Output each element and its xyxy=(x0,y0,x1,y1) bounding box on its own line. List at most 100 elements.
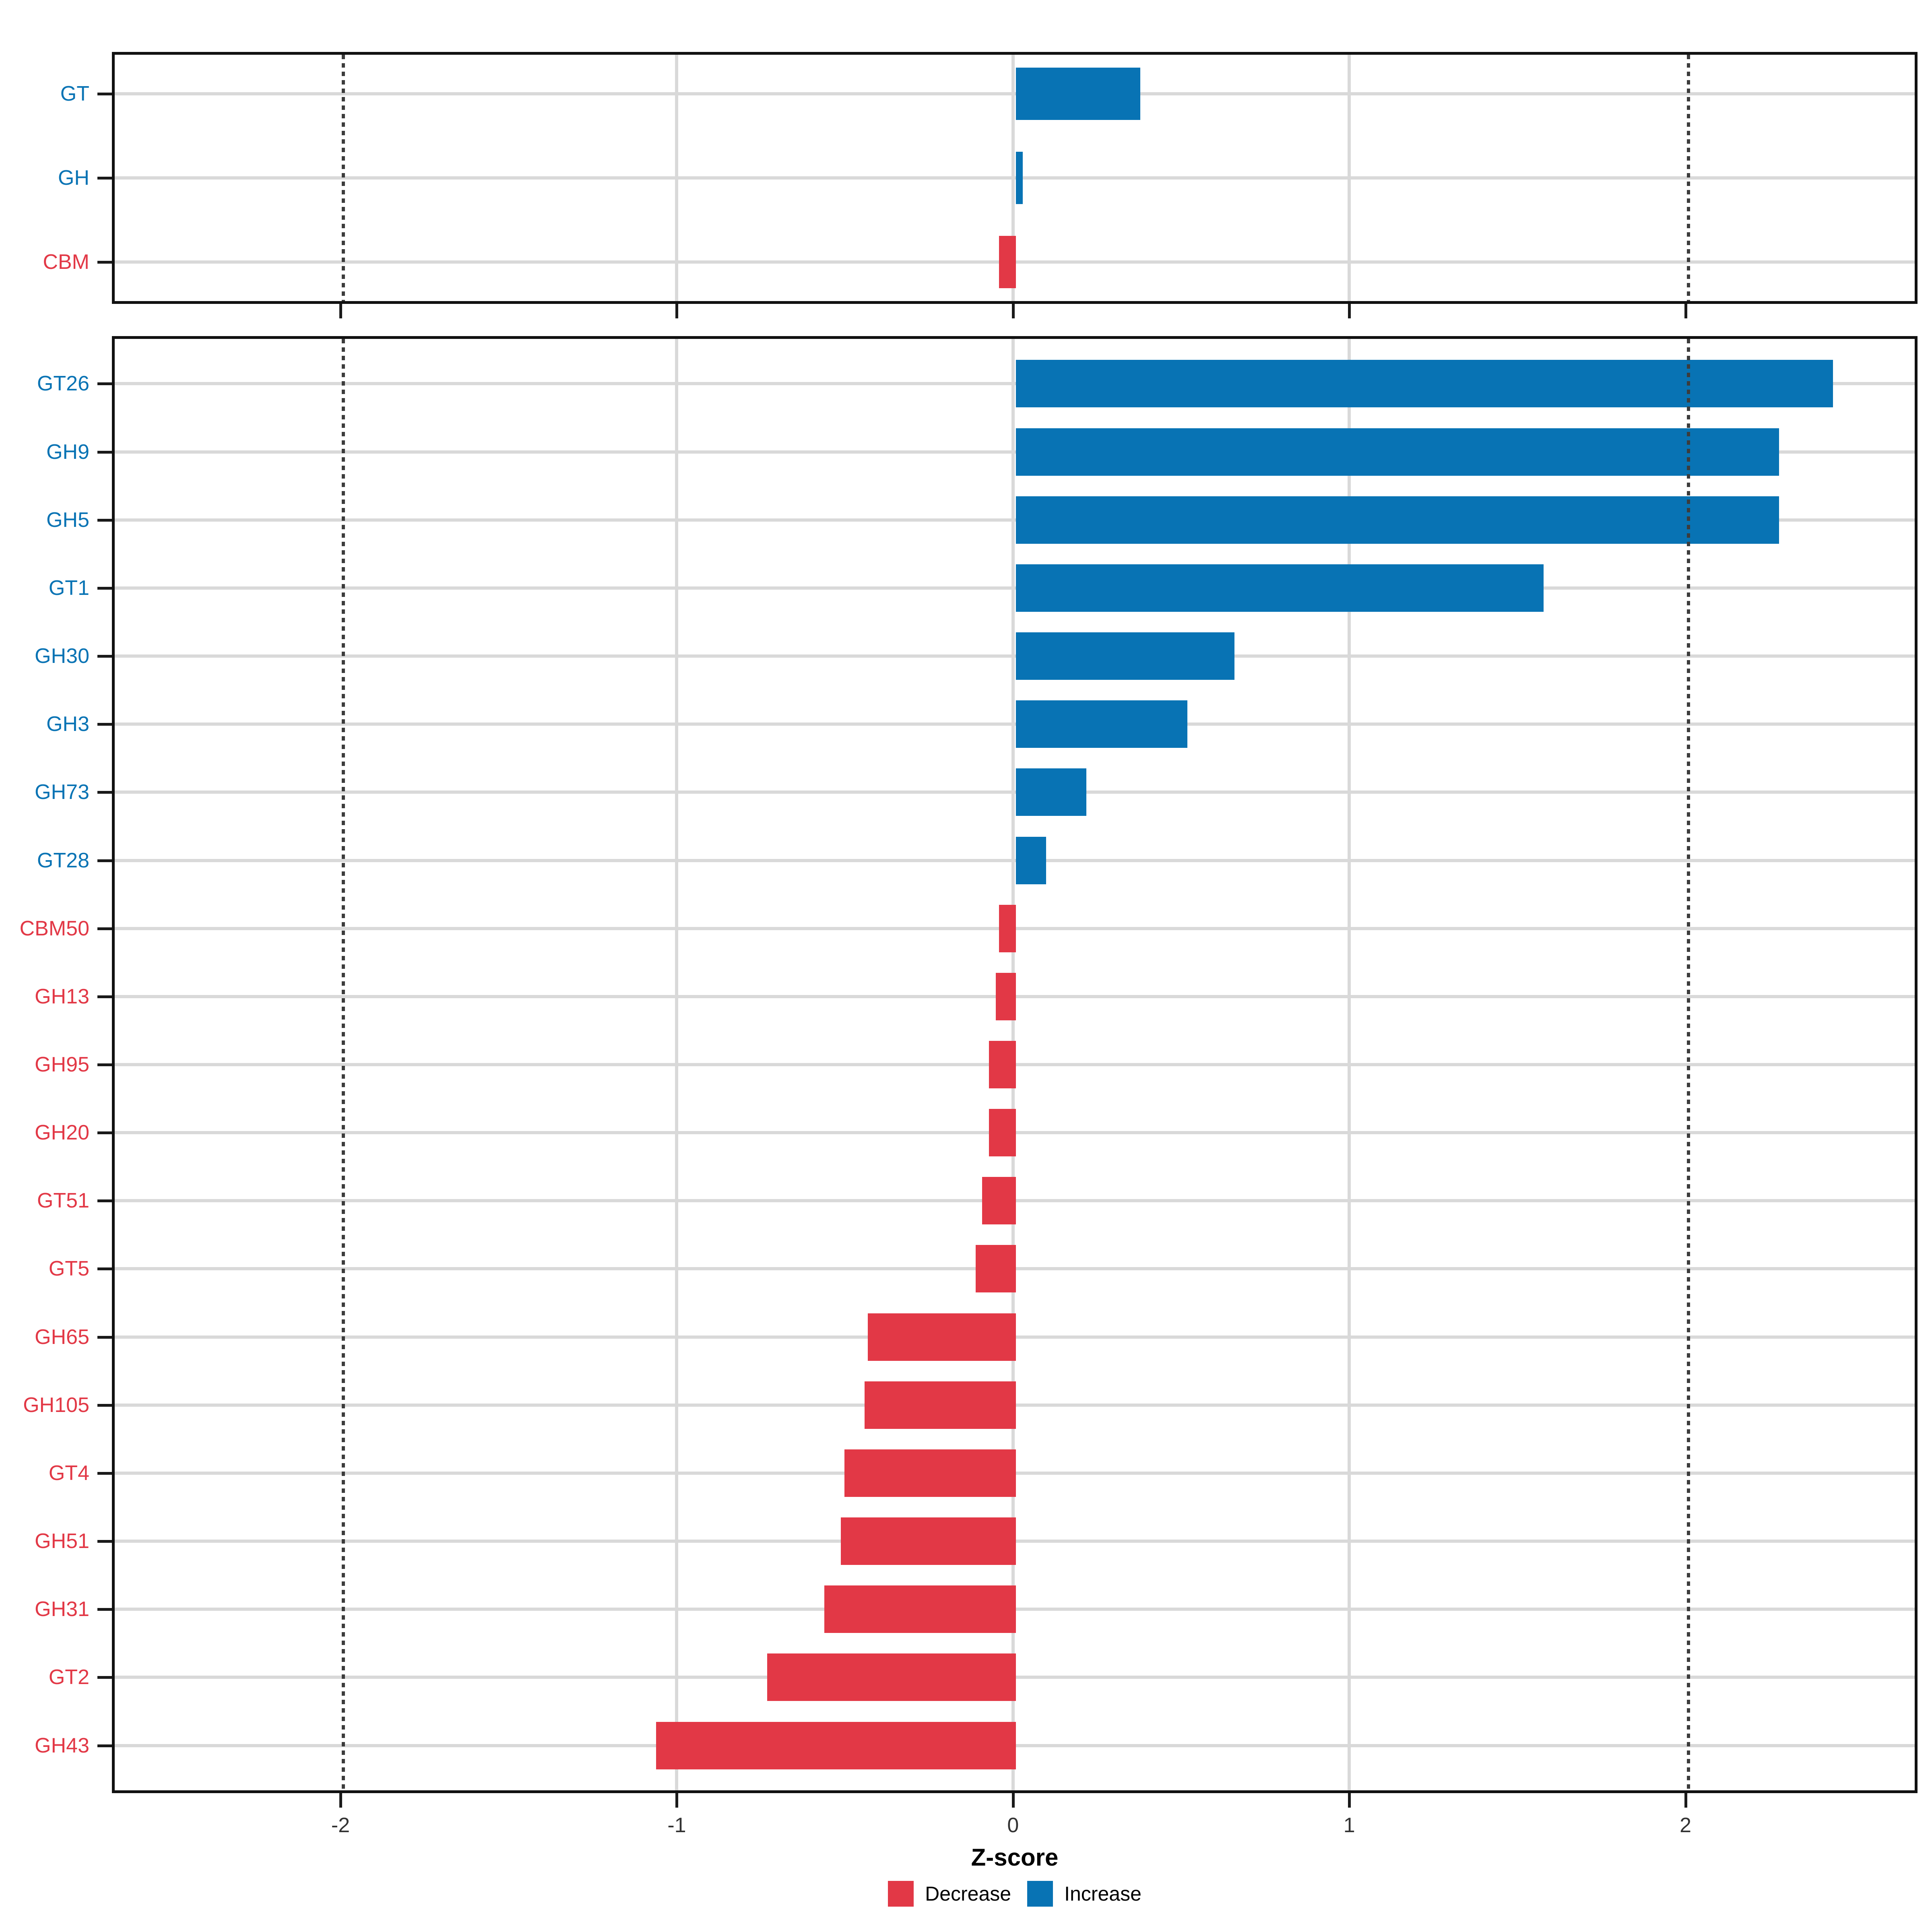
category-tick xyxy=(97,859,112,862)
category-tick xyxy=(97,1676,112,1679)
category-tick xyxy=(97,1540,112,1543)
x-tick-0 xyxy=(1011,304,1015,318)
category-tick xyxy=(97,1063,112,1066)
category-label-GH5: GH5 xyxy=(46,508,89,532)
legend-entry-increase: Increase xyxy=(1027,1881,1141,1907)
row-gridline xyxy=(115,176,1915,180)
category-label-GH31: GH31 xyxy=(35,1598,89,1621)
category-tick xyxy=(97,518,112,522)
bar-GH3 xyxy=(1016,700,1187,748)
category-label-GH73: GH73 xyxy=(35,780,89,804)
x-tick-0 xyxy=(1011,1793,1015,1808)
dashed-guide-x-2 xyxy=(1686,55,1690,301)
category-tick xyxy=(97,177,112,180)
category-tick xyxy=(97,1608,112,1611)
bar-GH9 xyxy=(1016,428,1779,476)
category-tick xyxy=(97,1744,112,1747)
bar-GH5 xyxy=(1016,496,1779,544)
bar-GH31 xyxy=(824,1585,1016,1633)
category-label-GT2: GT2 xyxy=(48,1666,89,1689)
category-label-GH9: GH9 xyxy=(46,440,89,464)
x-tick--1 xyxy=(675,1793,679,1808)
x-tick-1 xyxy=(1348,1793,1351,1808)
category-label-GH43: GH43 xyxy=(35,1734,89,1757)
dashed-guide-x--2 xyxy=(342,55,345,301)
bar-GH51 xyxy=(841,1517,1016,1565)
x-tick-2 xyxy=(1684,304,1687,318)
bar-GT xyxy=(1016,68,1140,120)
category-label-GT5: GT5 xyxy=(48,1257,89,1281)
category-label-GT51: GT51 xyxy=(37,1189,89,1213)
category-tick xyxy=(97,995,112,998)
category-label-GH: GH xyxy=(58,166,89,190)
bar-GT26 xyxy=(1016,360,1833,408)
bar-GH xyxy=(1016,152,1023,204)
bar-GH20 xyxy=(989,1109,1016,1157)
legend-key-decrease-swatch xyxy=(888,1881,914,1907)
category-tick xyxy=(97,1267,112,1271)
bar-GT51 xyxy=(982,1177,1016,1225)
category-label-GT: GT xyxy=(60,82,89,106)
legend-label-decrease: Decrease xyxy=(925,1882,1011,1905)
row-gridline xyxy=(115,722,1915,726)
bar-GH43 xyxy=(656,1721,1016,1769)
bar-CBM xyxy=(999,235,1016,288)
bar-CBM50 xyxy=(999,904,1016,952)
category-label-GT26: GT26 xyxy=(37,372,89,396)
row-gridline xyxy=(115,654,1915,658)
category-label-GH51: GH51 xyxy=(35,1530,89,1553)
category-tick xyxy=(97,1199,112,1203)
x-tick--2 xyxy=(339,304,343,318)
bar-GH105 xyxy=(864,1381,1016,1429)
bar-GH13 xyxy=(995,972,1016,1020)
top-panel xyxy=(112,52,1918,304)
x-tick-label-1: 1 xyxy=(1343,1814,1355,1837)
category-label-GT28: GT28 xyxy=(37,848,89,872)
category-tick xyxy=(97,927,112,930)
x-tick-label--1: -1 xyxy=(667,1814,686,1837)
category-label-GH20: GH20 xyxy=(35,1121,89,1145)
category-label-CBM: CBM xyxy=(43,250,89,274)
category-tick xyxy=(97,586,112,590)
category-label-GT1: GT1 xyxy=(48,576,89,600)
category-tick xyxy=(97,1335,112,1339)
category-label-GT4: GT4 xyxy=(48,1461,89,1485)
category-tick xyxy=(97,260,112,264)
dashed-guide-x-2 xyxy=(1686,339,1690,1790)
row-gridline xyxy=(115,586,1915,590)
legend: Decrease Increase xyxy=(112,1876,1918,1912)
x-tick--2 xyxy=(339,1793,343,1808)
category-tick xyxy=(97,382,112,386)
category-tick xyxy=(97,791,112,794)
category-tick xyxy=(97,655,112,658)
category-label-CBM50: CBM50 xyxy=(19,916,89,940)
category-label-GH65: GH65 xyxy=(35,1325,89,1349)
row-gridline xyxy=(115,791,1915,794)
x-tick-label-2: 2 xyxy=(1680,1814,1692,1837)
legend-label-increase: Increase xyxy=(1064,1882,1141,1905)
x-tick-2 xyxy=(1684,1793,1687,1808)
row-gridline xyxy=(115,450,1915,454)
x-tick-1 xyxy=(1348,304,1351,318)
row-gridline xyxy=(115,92,1915,96)
bar-GT5 xyxy=(975,1245,1016,1293)
bar-GH30 xyxy=(1016,632,1234,680)
x-tick-label-0: 0 xyxy=(1007,1814,1019,1837)
category-label-GH30: GH30 xyxy=(35,644,89,668)
bottom-panel xyxy=(112,336,1918,1793)
bar-GH65 xyxy=(868,1313,1016,1361)
row-gridline xyxy=(115,859,1915,862)
category-tick xyxy=(97,93,112,96)
category-tick xyxy=(97,450,112,454)
x-tick-label--2: -2 xyxy=(331,1814,350,1837)
category-tick xyxy=(97,1472,112,1475)
category-tick xyxy=(97,723,112,726)
bar-GT28 xyxy=(1016,836,1046,884)
category-label-GH3: GH3 xyxy=(46,712,89,736)
row-gridline xyxy=(115,382,1915,386)
category-label-GH13: GH13 xyxy=(35,985,89,1008)
category-label-GH95: GH95 xyxy=(35,1053,89,1076)
category-label-GH105: GH105 xyxy=(23,1393,89,1417)
bar-GT2 xyxy=(767,1653,1016,1701)
